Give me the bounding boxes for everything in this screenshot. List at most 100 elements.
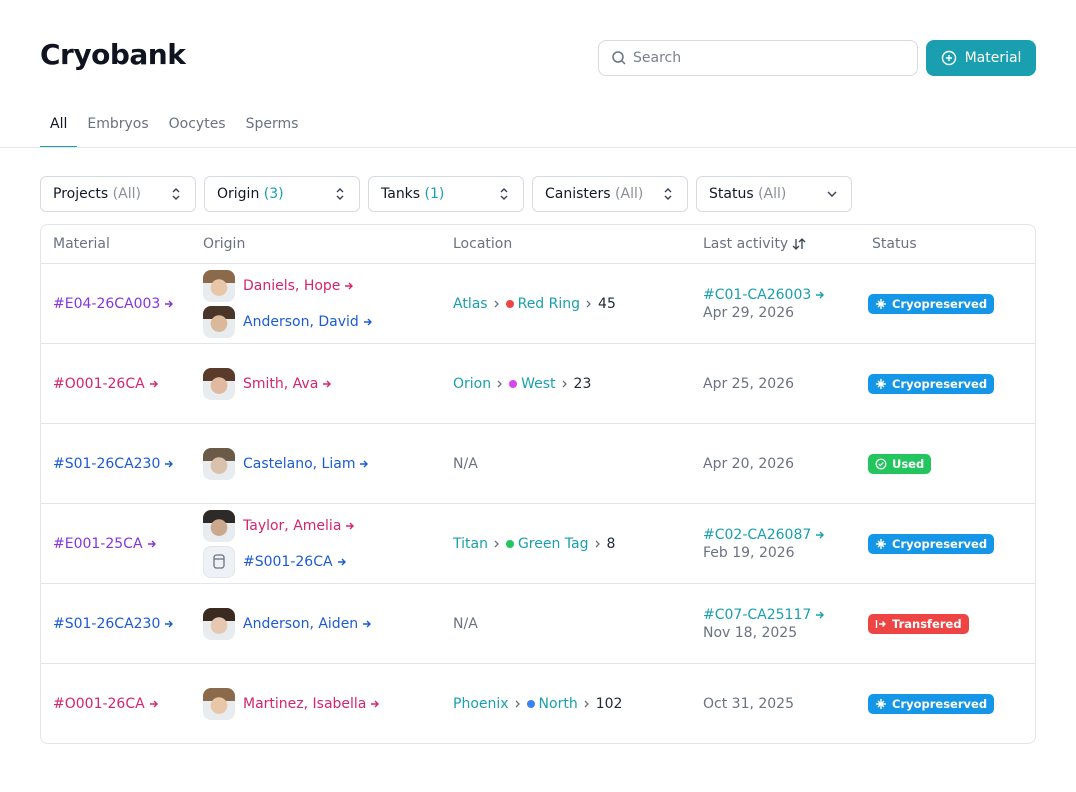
arrow-icon (149, 380, 158, 387)
status-icon (876, 699, 886, 709)
status-cell: Cryopreserved (868, 533, 1035, 554)
sort-icon (500, 188, 508, 200)
tank-name[interactable]: Atlas (453, 295, 488, 312)
location-cell: N/A (453, 616, 703, 632)
activity-link[interactable]: #C07-CA25117 (703, 607, 872, 623)
origin-item[interactable]: Daniels, Hope (203, 269, 453, 302)
canister-name[interactable]: Green Tag (517, 535, 589, 552)
filter-text: Projects (All) (53, 186, 141, 202)
canister-name[interactable]: West (521, 375, 556, 392)
sort-icon (792, 238, 806, 250)
filter-dropdown[interactable]: Origin (3) (204, 176, 360, 212)
position: 8 (606, 535, 616, 552)
location-cell: Titan Green Tag 8 (453, 536, 703, 552)
chevron-icon (494, 540, 499, 547)
button-label: Material (964, 50, 1022, 66)
sort-icon (664, 188, 672, 200)
status-label: Cryopreserved (892, 376, 988, 391)
status-cell: Used (868, 453, 1035, 474)
avatar (203, 447, 235, 480)
activity-date: Feb 19, 2026 (703, 544, 795, 561)
column-title: Material (53, 236, 110, 252)
material-cell: #O001-26CA (53, 696, 203, 712)
activity-date: Nov 18, 2025 (703, 624, 798, 641)
tab[interactable]: All (40, 108, 78, 148)
status-icon (875, 458, 887, 469)
arrow-icon (165, 620, 174, 627)
material-link[interactable]: #E04-26CA003 (53, 296, 203, 312)
table-row: #E04-26CA003 Daniels, Hope Anderson, David… (41, 264, 1035, 344)
tab[interactable]: Embryos (87, 116, 149, 132)
tab[interactable]: Oocytes (168, 116, 226, 132)
activity-ref: #C02-CA26087 (703, 526, 812, 543)
table-row: #O001-26CA Martinez, Isabella Phoenix North… (41, 664, 1035, 743)
add-material-button[interactable]: Material (926, 40, 1036, 76)
column-title: Status (872, 236, 917, 252)
activity-link[interactable]: #C02-CA26087 (703, 527, 872, 543)
filter-dropdown[interactable]: Status (All) (696, 176, 852, 212)
arrow-icon (816, 611, 825, 618)
material-link[interactable]: #S01-26CA230 (53, 456, 203, 472)
origin-item[interactable]: Smith, Ava (203, 367, 453, 400)
filter-label: Tanks (381, 186, 421, 202)
search-box[interactable]: Search (598, 40, 918, 76)
vial-icon (213, 554, 225, 569)
arrow-icon (360, 460, 369, 467)
filter-dropdown[interactable]: Projects (All) (40, 176, 196, 212)
status-icon (876, 538, 886, 549)
tank-name[interactable]: Titan (453, 535, 488, 552)
tank-name[interactable]: Orion (453, 375, 492, 392)
activity-cell: #C02-CA26087 Feb 19, 2026 (703, 527, 872, 561)
arrow-icon (345, 282, 354, 289)
sort-icon (172, 188, 180, 200)
material-link[interactable]: #O001-26CA (53, 696, 203, 712)
table-row: #S01-26CA230 Castelano, Liam N/A Apr 20, 20… (41, 424, 1035, 504)
column-title: Location (453, 236, 513, 252)
activity-cell: Oct 31, 2025 (703, 696, 872, 712)
status-cell: Transfered (868, 613, 1035, 634)
tab-divider (0, 147, 1076, 148)
activity-cell: Apr 25, 2026 (703, 376, 872, 392)
filter-dropdown[interactable]: Tanks (1) (368, 176, 524, 212)
status-icon (876, 298, 886, 309)
origin-name: Castelano, Liam (243, 455, 356, 472)
activity-date: Oct 31, 2025 (703, 696, 794, 712)
material-link[interactable]: #S01-26CA230 (53, 616, 203, 632)
tab[interactable]: Sperms (245, 116, 299, 132)
material-link[interactable]: #E001-25CA (53, 536, 203, 552)
canister-name[interactable]: Red Ring (517, 295, 581, 312)
material-link[interactable]: #O001-26CA (53, 376, 203, 392)
activity-ref: #C07-CA25117 (703, 606, 812, 623)
origin-name: Martinez, Isabella (243, 696, 367, 712)
origin-item[interactable]: Taylor, Amelia (203, 509, 453, 542)
activity-link[interactable]: #C01-CA26003 (703, 287, 872, 303)
origin-name: Taylor, Amelia (243, 517, 342, 534)
status-badge: Cryopreserved (868, 373, 995, 394)
chevron-icon (494, 300, 499, 307)
location-cell: Phoenix North 102 (453, 696, 703, 712)
arrow-icon (363, 620, 372, 627)
material-cell: #E001-25CA (53, 536, 203, 552)
status-label: Transfered (892, 616, 962, 631)
origin-item[interactable]: Martinez, Isabella (203, 688, 453, 720)
filter-value: (All) (758, 186, 787, 202)
material-id: #O001-26CA (53, 696, 145, 712)
tank-name[interactable]: Phoenix (453, 696, 509, 712)
filters: Projects (All) Origin (3) Tanks (1) Caniste… (40, 176, 852, 212)
origin-item[interactable]: Castelano, Liam (203, 447, 453, 480)
table-header: Material Origin Location Last activity Statu… (41, 225, 1035, 264)
canister-name[interactable]: North (538, 696, 578, 712)
arrow-icon (816, 291, 825, 298)
origin-item[interactable]: Anderson, Aiden (203, 607, 453, 640)
origin-cell: Castelano, Liam (203, 447, 453, 480)
status-cell: Cryopreserved (868, 293, 1035, 314)
filter-dropdown[interactable]: Canisters (All) (532, 176, 688, 212)
search-placeholder: Search (633, 50, 682, 66)
avatar (203, 367, 235, 400)
origin-item[interactable]: #S001-26CA (203, 545, 453, 578)
origin-item[interactable]: Anderson, David (203, 305, 453, 338)
position: 45 (598, 295, 616, 312)
chevron-icon (515, 700, 520, 708)
material-cell: #S01-26CA230 (53, 616, 203, 632)
